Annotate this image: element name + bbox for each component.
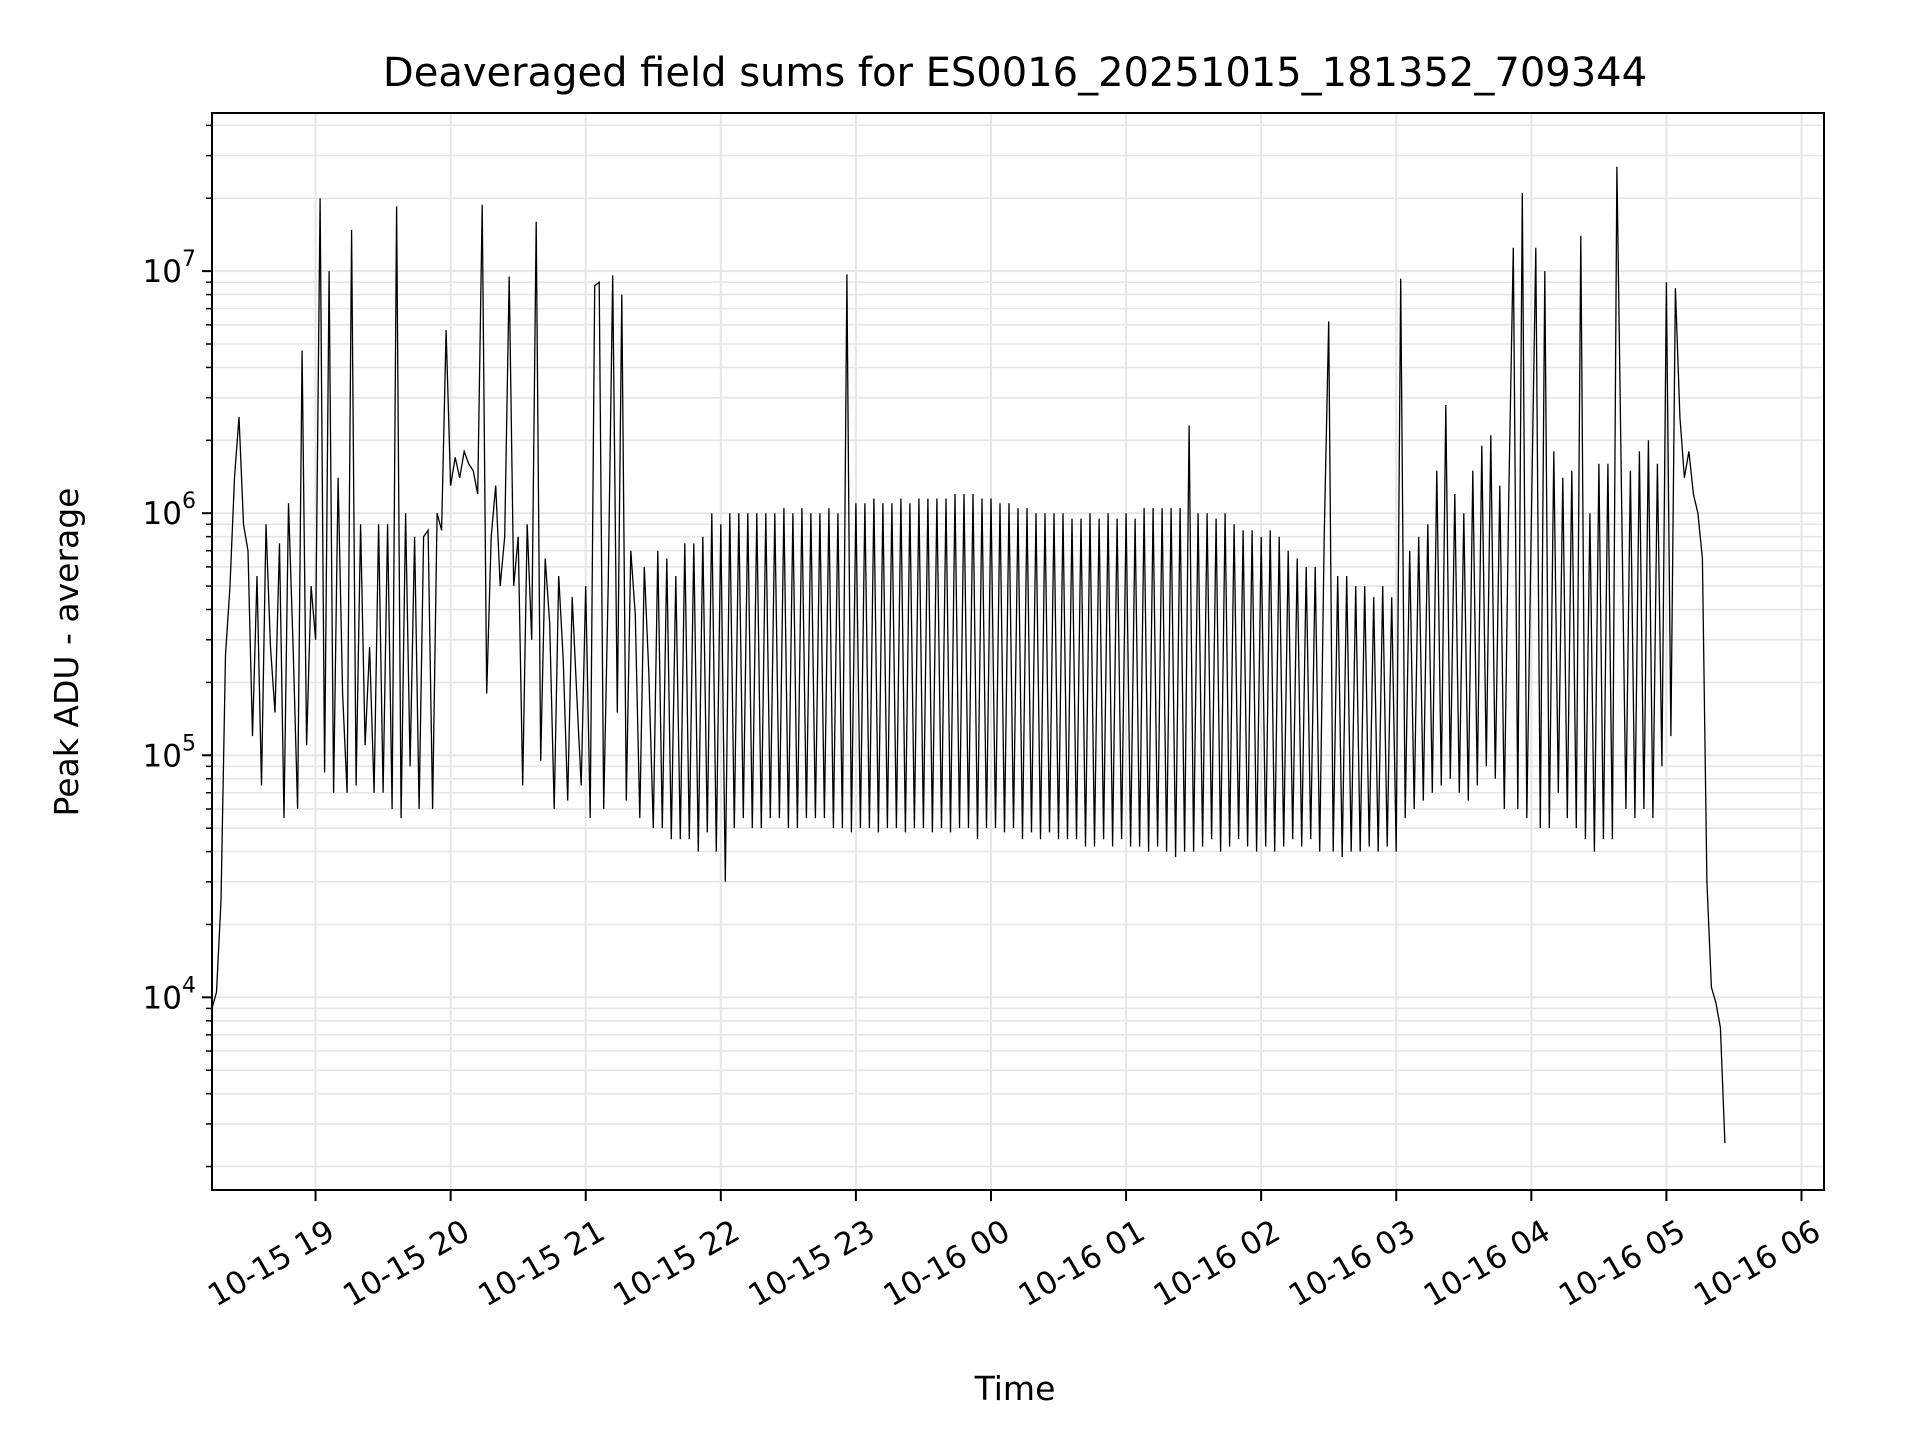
series-line (211, 166, 1726, 1144)
y-tick-label: 107 (143, 247, 196, 290)
y-tick-label: 106 (143, 489, 196, 532)
y-tick-label: 105 (143, 731, 196, 774)
series-layer (211, 166, 1726, 1144)
y-axis-label: Peak ADU - average (47, 488, 86, 817)
y-axis: 104 105 106 107 (143, 124, 212, 1168)
x-axis-label: Time (974, 1369, 1056, 1408)
chart-title: Deaveraged field sums for ES0016_2025101… (383, 50, 1647, 96)
plot-frame (211, 112, 1825, 1191)
y-tick-label: 104 (143, 973, 196, 1016)
